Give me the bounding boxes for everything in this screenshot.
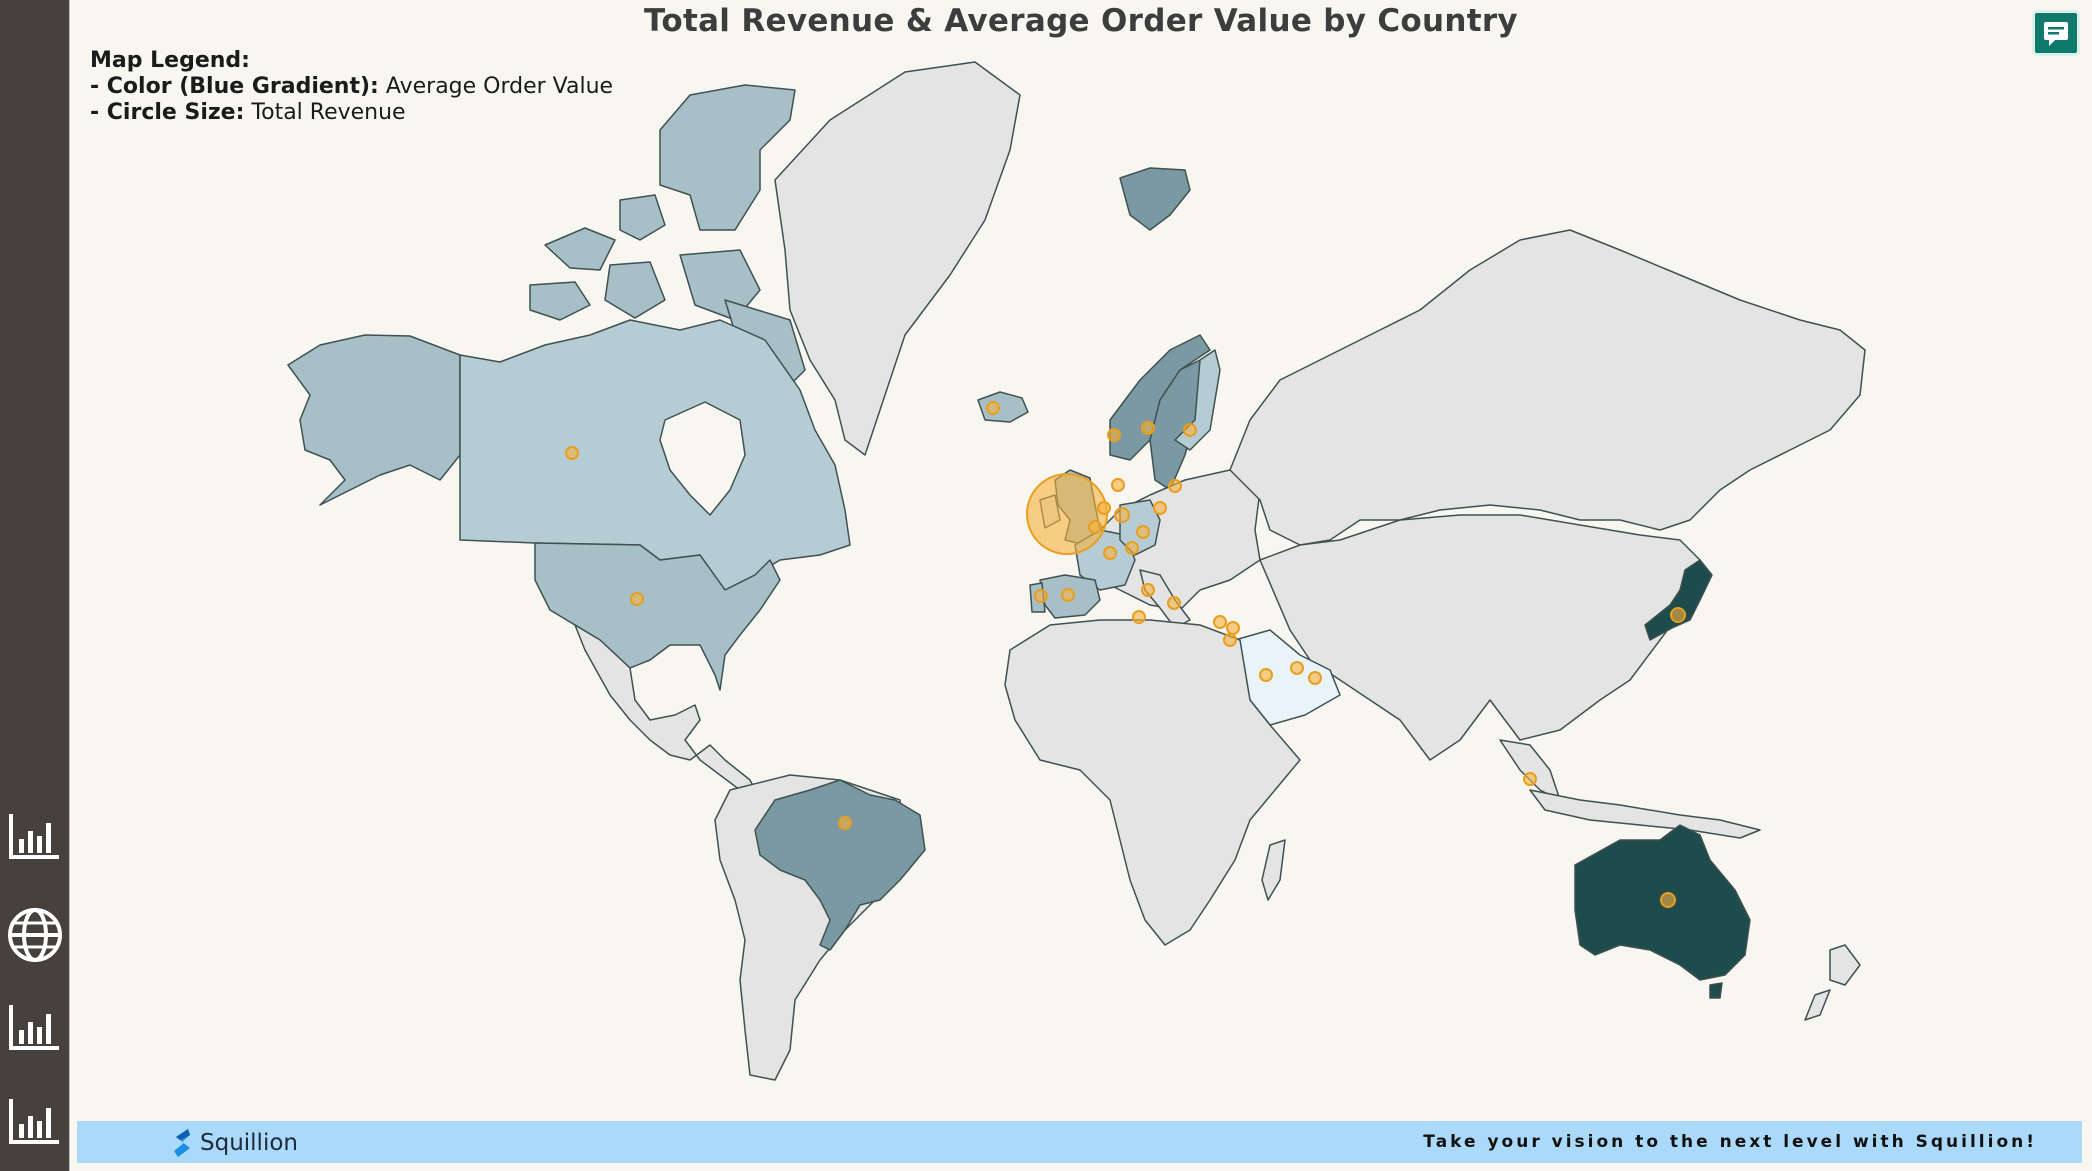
- legend-color-key: - Color (Blue Gradient):: [90, 74, 379, 99]
- sidebar-bar-chart-button[interactable]: [7, 1094, 63, 1150]
- globe-icon: [8, 908, 62, 962]
- country-brazil[interactable]: [754, 779, 926, 951]
- brand-logo[interactable]: Squillion: [170, 1128, 298, 1158]
- page-title: Total Revenue & Average Order Value by C…: [644, 3, 1518, 39]
- map-legend: Map Legend: - Color (Blue Gradient): Ave…: [90, 48, 613, 126]
- legend-size-key: - Circle Size:: [90, 100, 245, 125]
- country-greenland[interactable]: [774, 61, 1021, 456]
- bar-chart-icon: [9, 814, 59, 859]
- country-canada-islands[interactable]: [619, 194, 666, 241]
- legend-color-value: Average Order Value: [385, 74, 614, 99]
- country-madagascar[interactable]: [1261, 839, 1286, 901]
- comment-button[interactable]: [2032, 10, 2080, 56]
- bubble-france[interactable]: [1103, 546, 1117, 560]
- bubble-canada[interactable]: [565, 446, 579, 460]
- bubble-austria[interactable]: [1136, 525, 1150, 539]
- hudson-bay: [659, 401, 746, 516]
- bubble-bahrain[interactable]: [1290, 661, 1304, 675]
- bubble-brazil[interactable]: [838, 816, 852, 830]
- bubble-finland[interactable]: [1183, 423, 1197, 437]
- bubble-sweden[interactable]: [1141, 421, 1155, 435]
- world-map[interactable]: [70, 0, 2092, 1115]
- country-alaska[interactable]: [287, 334, 461, 506]
- bubble-lithuania[interactable]: [1168, 479, 1182, 493]
- country-iceland[interactable]: [977, 391, 1029, 423]
- bubble-iceland[interactable]: [986, 401, 1000, 415]
- bubble-italy[interactable]: [1141, 583, 1155, 597]
- revenue-bubbles: [565, 401, 1686, 908]
- bubble-poland[interactable]: [1153, 501, 1167, 515]
- bubble-israel[interactable]: [1223, 633, 1237, 647]
- region-asia[interactable]: [1259, 514, 1701, 761]
- sidebar: [0, 0, 70, 1171]
- legend-heading: Map Legend:: [90, 48, 250, 73]
- bubble-australia[interactable]: [1660, 892, 1676, 908]
- bubble-norway[interactable]: [1107, 428, 1121, 442]
- bubble-cyprus[interactable]: [1213, 615, 1227, 629]
- dashboard-canvas: Total Revenue & Average Order Value by C…: [70, 0, 2092, 1171]
- bubble-singapore[interactable]: [1523, 772, 1537, 786]
- country-svalbard[interactable]: [1119, 167, 1191, 231]
- country-canada-islands[interactable]: [544, 227, 616, 271]
- legend-size-value: Total Revenue: [251, 100, 406, 125]
- bubble-belgium[interactable]: [1088, 520, 1102, 534]
- country-canada-islands[interactable]: [529, 281, 591, 321]
- country-mexico[interactable]: [574, 624, 761, 801]
- sidebar-bar-chart-button[interactable]: [7, 809, 63, 865]
- bubble-spain[interactable]: [1061, 588, 1075, 602]
- footer-tagline: Take your vision to the next level with …: [1423, 1132, 2037, 1152]
- region-africa[interactable]: [1004, 619, 1301, 946]
- country-tasmania[interactable]: [1709, 982, 1723, 999]
- region-indonesia[interactable]: [1529, 789, 1761, 839]
- sidebar-bar-chart-button[interactable]: [7, 1000, 63, 1056]
- country-canada-islands[interactable]: [679, 249, 761, 321]
- bubble-lebanon[interactable]: [1226, 621, 1240, 635]
- bubble-switzerland[interactable]: [1125, 541, 1139, 555]
- squillion-logo-icon: [174, 1129, 190, 1157]
- bubble-malta[interactable]: [1132, 610, 1146, 624]
- bubble-united-kingdom[interactable]: [1026, 473, 1108, 555]
- bubble-netherlands[interactable]: [1097, 501, 1111, 515]
- bubble-denmark[interactable]: [1111, 478, 1125, 492]
- bubble-united-states[interactable]: [630, 592, 644, 606]
- country-canada-islands[interactable]: [659, 84, 796, 231]
- bubble-germany[interactable]: [1114, 507, 1130, 523]
- bubble-saudi-arabia[interactable]: [1259, 668, 1273, 682]
- bubble-portugal[interactable]: [1034, 589, 1048, 603]
- sidebar-globe-button[interactable]: [7, 907, 63, 963]
- comment-icon: [2044, 22, 2068, 46]
- bubble-greece[interactable]: [1167, 596, 1181, 610]
- country-japan[interactable]: [1644, 559, 1713, 641]
- footer-bar: Squillion Take your vision to the next l…: [77, 1121, 2082, 1163]
- country-new-zealand[interactable]: [1804, 989, 1831, 1021]
- bubble-japan[interactable]: [1670, 607, 1686, 623]
- bar-chart-icon: [9, 1005, 59, 1050]
- country-canada-islands[interactable]: [604, 261, 666, 319]
- bubble-united-arab-emirates[interactable]: [1308, 671, 1322, 685]
- country-new-zealand[interactable]: [1829, 944, 1861, 986]
- country-russia[interactable]: [1229, 229, 1866, 546]
- bar-chart-icon: [9, 1099, 59, 1144]
- brand-name: Squillion: [200, 1130, 298, 1156]
